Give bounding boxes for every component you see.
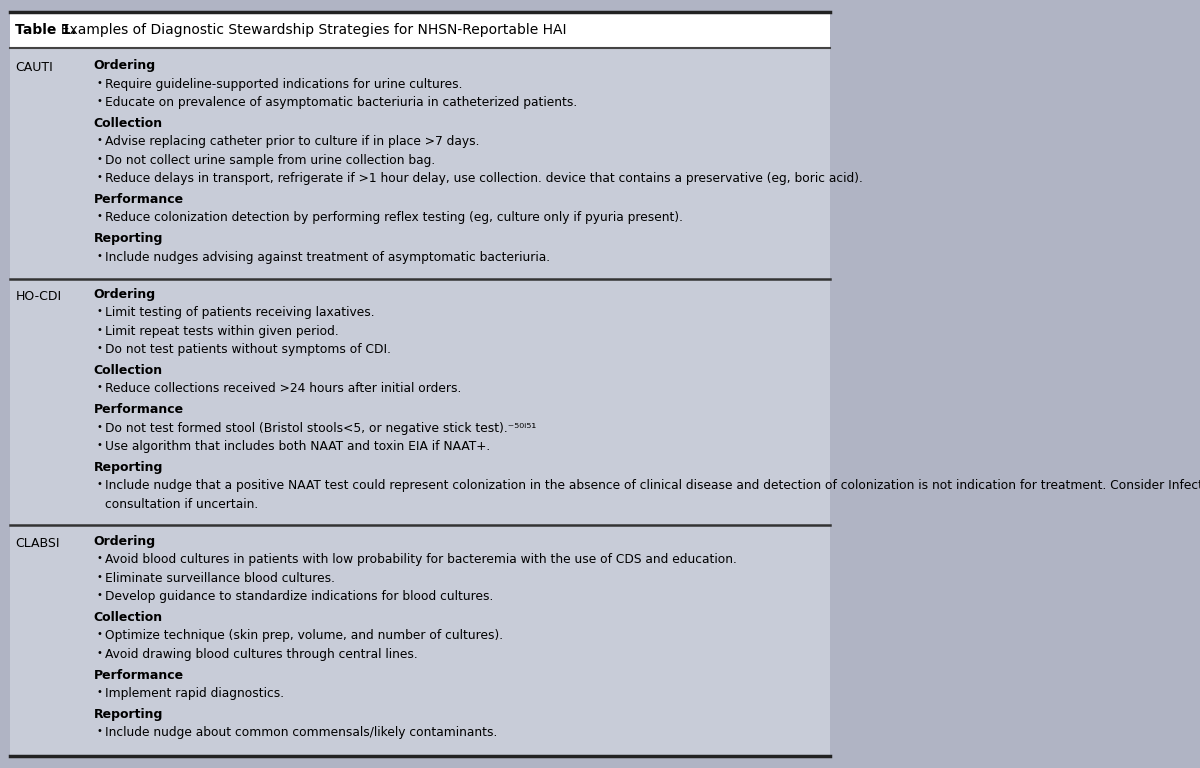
Text: Eliminate surveillance blood cultures.: Eliminate surveillance blood cultures. <box>106 571 335 584</box>
Text: •: • <box>97 250 102 260</box>
Text: Develop guidance to standardize indications for blood cultures.: Develop guidance to standardize indicati… <box>106 590 493 603</box>
Text: •: • <box>97 325 102 335</box>
Text: Require guideline-supported indications for urine cultures.: Require guideline-supported indications … <box>106 78 462 91</box>
Text: Include nudge about common commensals/likely contaminants.: Include nudge about common commensals/li… <box>106 726 497 739</box>
Text: Collection: Collection <box>94 364 163 377</box>
Text: Collection: Collection <box>94 611 163 624</box>
Text: consultation if uncertain.: consultation if uncertain. <box>106 498 258 511</box>
Text: Avoid drawing blood cultures through central lines.: Avoid drawing blood cultures through cen… <box>106 647 418 660</box>
Text: •: • <box>97 154 102 164</box>
Text: Collection: Collection <box>94 117 163 130</box>
Bar <box>10 12 830 48</box>
Text: Educate on prevalence of asymptomatic bacteriuria in catheterized patients.: Educate on prevalence of asymptomatic ba… <box>106 96 577 109</box>
Text: Limit repeat tests within given period.: Limit repeat tests within given period. <box>106 325 338 338</box>
Text: •: • <box>97 422 102 432</box>
Text: Do not test patients without symptoms of CDI.: Do not test patients without symptoms of… <box>106 343 391 356</box>
Text: •: • <box>97 687 102 697</box>
Text: Table 1.: Table 1. <box>16 23 77 37</box>
Text: CLABSI: CLABSI <box>16 537 60 550</box>
Text: •: • <box>97 629 102 639</box>
Text: Limit testing of patients receiving laxatives.: Limit testing of patients receiving laxa… <box>106 306 374 319</box>
Text: •: • <box>97 306 102 316</box>
Text: Reporting: Reporting <box>94 707 163 720</box>
Text: Include nudge that a positive NAAT test could represent colonization in the abse: Include nudge that a positive NAAT test … <box>106 479 1200 492</box>
Text: Avoid blood cultures in patients with low probability for bacteremia with the us: Avoid blood cultures in patients with lo… <box>106 554 737 566</box>
Text: Ordering: Ordering <box>94 59 156 72</box>
Text: •: • <box>97 726 102 736</box>
Text: •: • <box>97 211 102 221</box>
Text: Reduce colonization detection by performing reflex testing (eg, culture only if : Reduce colonization detection by perform… <box>106 211 683 224</box>
Text: Advise replacing catheter prior to culture if in place >7 days.: Advise replacing catheter prior to cultu… <box>106 135 480 148</box>
Text: Examples of Diagnostic Stewardship Strategies for NHSN-Reportable HAI: Examples of Diagnostic Stewardship Strat… <box>52 23 566 37</box>
Text: •: • <box>97 382 102 392</box>
Text: Ordering: Ordering <box>94 288 156 301</box>
Text: Do not collect urine sample from urine collection bag.: Do not collect urine sample from urine c… <box>106 154 436 167</box>
Text: Performance: Performance <box>94 403 184 416</box>
Text: Performance: Performance <box>94 193 184 206</box>
Text: •: • <box>97 96 102 106</box>
Text: Implement rapid diagnostics.: Implement rapid diagnostics. <box>106 687 284 700</box>
Text: Reduce collections received >24 hours after initial orders.: Reduce collections received >24 hours af… <box>106 382 461 396</box>
Text: Do not test formed stool (Bristol stools<5, or negative stick test).⁻⁵⁰ⁱ⁵¹: Do not test formed stool (Bristol stools… <box>106 422 536 435</box>
Text: •: • <box>97 590 102 600</box>
Text: CAUTI: CAUTI <box>16 61 53 74</box>
Text: Performance: Performance <box>94 668 184 681</box>
Text: •: • <box>97 479 102 489</box>
Text: •: • <box>97 440 102 450</box>
Text: •: • <box>97 571 102 582</box>
Text: •: • <box>97 343 102 353</box>
Text: Reporting: Reporting <box>94 461 163 474</box>
Text: Reporting: Reporting <box>94 232 163 245</box>
Text: •: • <box>97 554 102 564</box>
Text: Include nudges advising against treatment of asymptomatic bacteriuria.: Include nudges advising against treatmen… <box>106 250 550 263</box>
Text: •: • <box>97 172 102 182</box>
Text: •: • <box>97 647 102 657</box>
Text: •: • <box>97 135 102 145</box>
Text: Reduce delays in transport, refrigerate if >1 hour delay, use collection. device: Reduce delays in transport, refrigerate … <box>106 172 863 185</box>
Text: •: • <box>97 78 102 88</box>
Text: Ordering: Ordering <box>94 535 156 548</box>
Text: Optimize technique (skin prep, volume, and number of cultures).: Optimize technique (skin prep, volume, a… <box>106 629 503 642</box>
Text: Use algorithm that includes both NAAT and toxin EIA if NAAT+.: Use algorithm that includes both NAAT an… <box>106 440 491 453</box>
Text: HO-CDI: HO-CDI <box>16 290 61 303</box>
